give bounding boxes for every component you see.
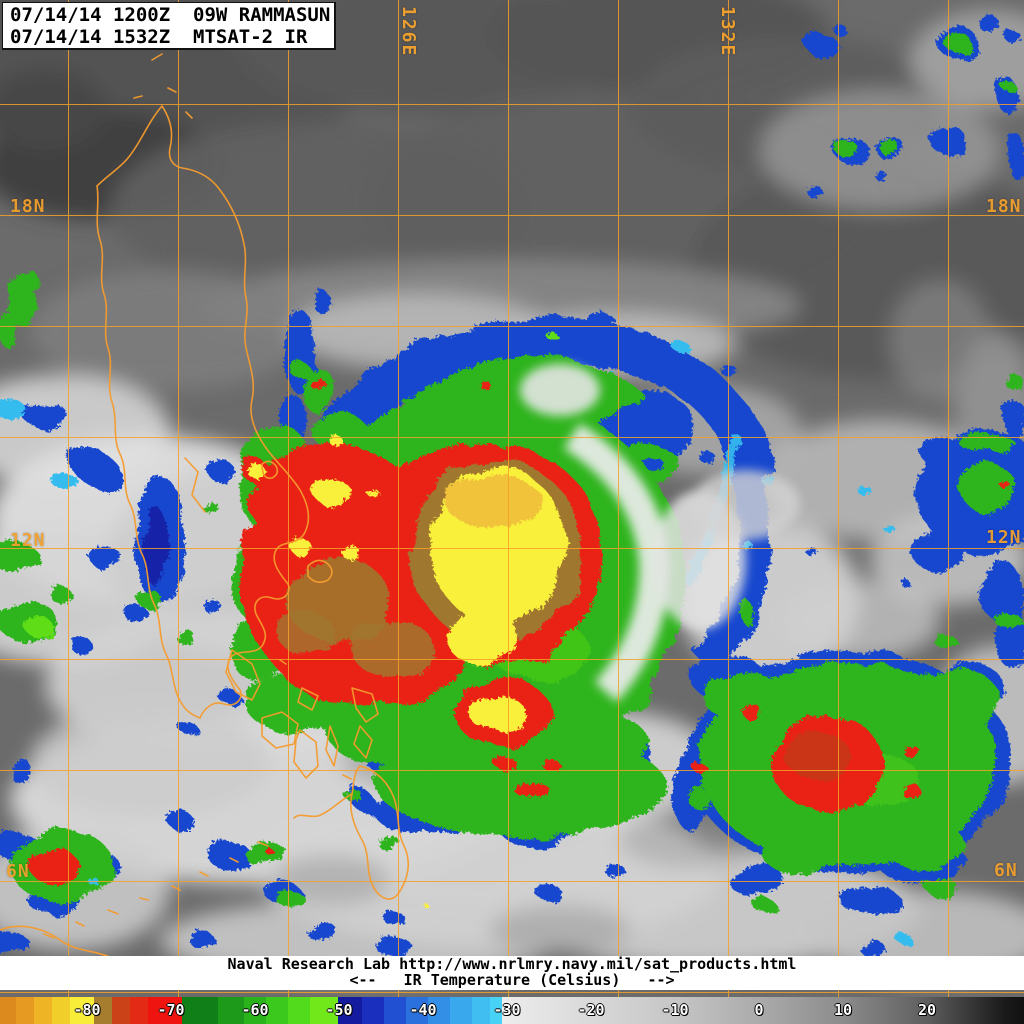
- grid-line-latitude: [0, 104, 1024, 105]
- gray-cloud-layer: [0, 0, 1024, 980]
- colorbar-title: <-- IR Temperature (Celsius) -->: [349, 971, 675, 989]
- grid-line-latitude: [0, 326, 1024, 327]
- colorbar-tick-label: -70: [157, 1001, 185, 1019]
- colorbar-tick-label: 0: [754, 1001, 764, 1019]
- grid-line-longitude: [508, 0, 509, 1024]
- image-time-and-sensor: 07/14/14 1532Z MTSAT-2 IR: [10, 26, 308, 48]
- coastline-overlay: [0, 53, 410, 959]
- ir-temperature-colorbar: -80 -70 -60 -50 -40 -30 -20 -10 0 10 20: [0, 997, 1024, 1024]
- dry-slot-band: [520, 364, 800, 702]
- colorbar-tick-label: -50: [325, 1001, 353, 1019]
- fix-time-and-storm-name: 07/14/14 1200Z 09W RAMMASUN: [10, 4, 331, 26]
- grid-line-longitude: [618, 0, 619, 1024]
- grid-line-latitude: [0, 992, 1024, 993]
- lat-label: 12N: [986, 527, 1022, 548]
- lat-label: 6N: [6, 861, 30, 882]
- grid-line-latitude: [0, 770, 1024, 771]
- credit-url-text: Naval Research Lab http://www.nrlmry.nav…: [227, 955, 797, 973]
- grid-line-latitude: [0, 659, 1024, 660]
- footer-credit-strip: Naval Research Lab http://www.nrlmry.nav…: [0, 956, 1024, 990]
- grid-line-longitude: [838, 0, 839, 1024]
- colorbar-tick-label: -20: [577, 1001, 605, 1019]
- lat-label: 6N: [994, 860, 1018, 881]
- colorbar-tick-label: -40: [409, 1001, 437, 1019]
- grid-line-longitude: [948, 0, 949, 1024]
- grid-line-latitude: [0, 215, 1024, 216]
- grid-line-longitude: [728, 0, 729, 1024]
- lat-label: 18N: [10, 196, 46, 217]
- grid-line-latitude: [0, 437, 1024, 438]
- lon-label: 132E: [717, 6, 738, 58]
- colorbar-tick-label: -30: [493, 1001, 521, 1019]
- grid-line-longitude: [178, 0, 179, 1024]
- grid-line-longitude: [288, 0, 289, 1024]
- grid-line-longitude: [68, 0, 69, 1024]
- grid-line-longitude: [398, 0, 399, 1024]
- grid-line-latitude: [0, 881, 1024, 882]
- lon-label: 126E: [398, 6, 419, 58]
- colorbar-tick-label: -80: [73, 1001, 101, 1019]
- colorbar-tick-label: 20: [917, 1001, 937, 1019]
- colorbar-tick-label: 10: [833, 1001, 853, 1019]
- lat-label: 18N: [986, 196, 1022, 217]
- colorbar-tick-label: -10: [661, 1001, 689, 1019]
- grid-line-latitude: [0, 548, 1024, 549]
- product-header-box: 07/14/14 1200Z 09W RAMMASUN 07/14/14 153…: [2, 2, 336, 50]
- lat-label: 12N: [10, 530, 46, 551]
- colorbar-tick-label: -60: [241, 1001, 269, 1019]
